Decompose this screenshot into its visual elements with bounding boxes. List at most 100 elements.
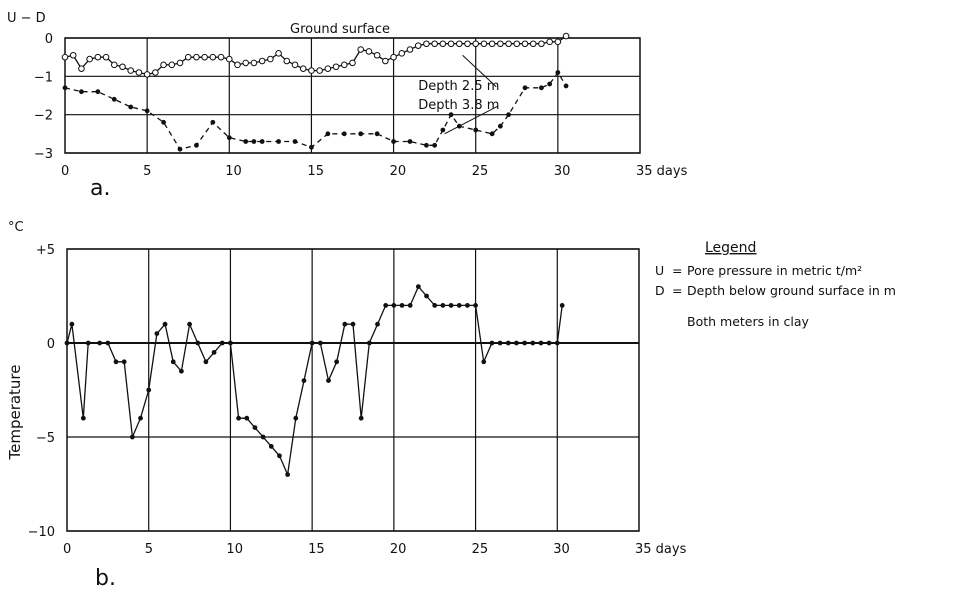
data-point [225, 55, 233, 63]
panel-b-y-ticks: +5 0 −5 −10 [28, 243, 55, 540]
data-point [440, 303, 446, 308]
data-point [259, 139, 265, 144]
data-point [423, 40, 430, 48]
data-point [146, 387, 152, 393]
data-point [341, 131, 347, 137]
data-point [505, 340, 511, 346]
series-label-1: Depth 2.5 m [418, 79, 499, 94]
data-point [236, 415, 242, 421]
legend-note: Both meters in clay [687, 314, 809, 329]
panel-b-y-label: Temperature [6, 364, 24, 460]
data-point [424, 293, 429, 299]
data-point [187, 321, 192, 327]
series-label-2: Depth 3.8 m [418, 98, 499, 113]
data-point [250, 59, 258, 67]
data-point [162, 321, 168, 327]
data-point [547, 81, 553, 87]
series-line-1 [66, 285, 563, 477]
panel-b-y-tick-label: −5 [36, 431, 55, 446]
data-point [111, 96, 117, 102]
data-point [85, 340, 91, 346]
panel-b-unit-label: °C [8, 220, 24, 235]
data-point [538, 40, 545, 48]
data-point [365, 48, 373, 55]
data-point [562, 32, 570, 40]
data-point [292, 139, 298, 144]
data-point [538, 340, 544, 346]
panel-a-x-tick-label: 30 [554, 164, 571, 179]
data-point [406, 46, 414, 53]
data-point [522, 340, 527, 346]
data-point [184, 53, 192, 61]
data-point [309, 144, 314, 150]
data-point [226, 135, 232, 141]
panel-b-letter: b. [95, 566, 116, 591]
data-point [228, 340, 233, 346]
data-point [522, 85, 528, 91]
panel-a-x-tick-label: 20 [390, 164, 407, 179]
data-point [366, 340, 372, 346]
panel-b-x-tick-label: 25 [472, 542, 489, 557]
data-point [398, 50, 406, 57]
panel-b-x-tick-label: 20 [390, 542, 407, 557]
data-point [554, 340, 560, 346]
data-point [152, 69, 159, 76]
panel-b-x-tick-label: 5 [145, 542, 153, 557]
data-point [94, 53, 102, 61]
data-point [168, 61, 176, 69]
data-point [78, 65, 85, 72]
data-point [243, 139, 249, 144]
data-point [209, 53, 217, 61]
panel-a-series-labels: Depth 2.5 m Depth 3.8 m [418, 54, 499, 135]
data-point [251, 139, 257, 144]
legend-eq-d: = [672, 283, 682, 298]
data-point [64, 340, 70, 346]
data-point [234, 61, 241, 69]
data-point [154, 331, 160, 337]
data-point [301, 378, 307, 384]
data-point [464, 40, 471, 48]
panel-a-x-tick-label: 25 [472, 164, 489, 179]
legend-title: Legend [705, 240, 756, 256]
panel-b: °C Temperature +5 0 −5 −10 0 5 10 15 20 25 30 35 d… [6, 220, 687, 591]
data-point [258, 57, 266, 65]
data-point [293, 415, 299, 421]
panel-a-ground-surface-label: Ground surface [290, 22, 390, 37]
panel-a-y-ticks: 0 −1 −2 −3 [34, 32, 53, 162]
panel-a-y-tick-label: −2 [34, 109, 53, 124]
panel-a-frame [64, 37, 641, 154]
data-point [128, 104, 134, 110]
data-point [177, 146, 183, 152]
data-point [170, 359, 176, 365]
data-point [415, 284, 421, 290]
data-point [399, 303, 405, 308]
legend: Legend U = Pore pressure in metric t/m² … [655, 240, 896, 329]
data-point [260, 434, 266, 440]
data-point [299, 65, 307, 72]
panel-a: U − D Ground surface 0 −1 −2 −3 0 5 10 15 20 25 3… [7, 11, 688, 201]
series-label-leader [444, 105, 499, 135]
data-point [138, 415, 143, 421]
data-point [357, 46, 365, 53]
panel-a-y-tick-label: 0 [45, 32, 53, 47]
panel-b-frame [66, 248, 640, 532]
data-point [358, 415, 364, 421]
data-point [129, 434, 135, 440]
legend-text-u: Pore pressure in metric t/m² [687, 263, 862, 278]
data-point [195, 340, 201, 346]
data-point [391, 303, 397, 308]
panel-b-x-tick-label: 30 [553, 542, 570, 557]
data-point [309, 340, 315, 346]
data-point [414, 42, 422, 49]
data-point [276, 139, 281, 144]
data-point [110, 61, 118, 69]
data-point [439, 40, 447, 48]
data-point [334, 359, 340, 365]
data-point [277, 453, 282, 459]
panel-a-x-ticks: 0 5 10 15 20 25 30 35 days [61, 164, 688, 179]
data-point [275, 50, 282, 57]
data-point [252, 425, 258, 431]
data-point [127, 67, 135, 74]
data-point [514, 340, 519, 346]
